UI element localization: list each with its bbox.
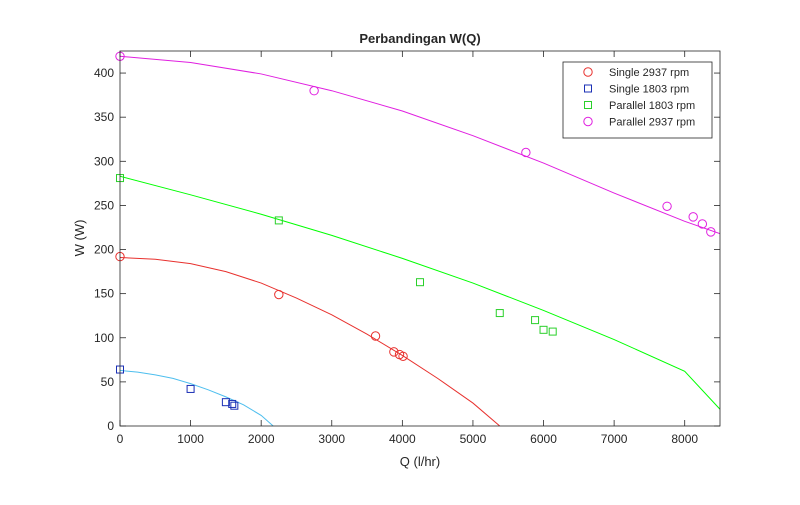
fit-curve-2: [120, 369, 274, 426]
data-point-s3-3: [416, 278, 424, 287]
x-tick-label: 1000: [177, 432, 204, 446]
legend: Single 2937 rpm Single 1803 rpm Parallel 1…: [562, 61, 713, 139]
legend-marker-3: [584, 101, 592, 109]
x-tick-label: 5000: [460, 432, 487, 446]
data-point-s2-4: [228, 399, 237, 408]
data-point-s3-5: [531, 316, 540, 325]
data-point-s2-5: [230, 401, 239, 410]
data-point-s4-6: [697, 219, 708, 229]
y-tick-label: 350: [94, 110, 114, 124]
data-point-s4-2: [309, 86, 319, 96]
y-tick-label: 400: [94, 66, 114, 80]
x-tick-label: 2000: [248, 432, 275, 446]
data-point-s4-7: [706, 227, 716, 237]
fit-curve-3: [120, 175, 720, 410]
legend-label-1: Single 2937 rpm: [609, 67, 689, 79]
axes-box: [119, 50, 721, 427]
data-point-s3-4: [495, 309, 504, 318]
data-point-s1-6: [398, 351, 408, 361]
x-tick-label: 8000: [671, 432, 698, 446]
data-point-s1-3: [370, 331, 381, 341]
y-tick-label: 0: [107, 419, 114, 433]
data-point-s3-7: [548, 327, 557, 336]
y-tick-label: 200: [94, 243, 114, 257]
legend-marker-4: [583, 116, 593, 127]
fit-curves: [120, 55, 720, 426]
legend-marker-2: [584, 84, 592, 93]
legend-label-4: Parallel 2937 rpm: [609, 117, 695, 129]
x-tick-label: 3000: [318, 432, 345, 446]
y-tick-label: 250: [94, 198, 114, 212]
y-tick-label: 150: [94, 287, 114, 301]
legend-marker-1: [583, 67, 593, 77]
data-point-s1-2: [274, 289, 284, 300]
data-point-s4-3: [521, 147, 531, 158]
data-point-s2-2: [186, 384, 195, 393]
axes: 0 1000 2000 3000 4000 5000 6000 7000 8000 0 50 100 1…: [94, 50, 721, 446]
y-tick-label: 300: [94, 154, 114, 168]
y-tick-label: 100: [94, 331, 114, 345]
fit-curve-1: [120, 256, 501, 426]
legend-label-3: Parallel 1803 rpm: [609, 100, 695, 112]
x-tick-label: 0: [117, 432, 124, 446]
data-point-s4-5: [688, 212, 698, 222]
data-point-s4-4: [662, 201, 672, 211]
fit-curve-4: [120, 55, 720, 235]
y-axis-label: W (W): [72, 220, 87, 257]
x-axis-label: Q (l/hr): [400, 454, 440, 469]
data-point-s1-4: [389, 347, 399, 357]
legend-label-2: Single 1803 rpm: [609, 84, 689, 96]
data-point-s3-6: [539, 325, 548, 334]
y-tick-label: 50: [101, 375, 115, 389]
chart-title: Perbandingan W(Q): [359, 31, 480, 46]
data-point-s3-2: [274, 216, 283, 225]
x-tick-label: 4000: [389, 432, 416, 446]
x-tick-label: 7000: [601, 432, 628, 446]
x-tick-label: 6000: [530, 432, 557, 446]
data-point-s2-3: [221, 398, 230, 407]
